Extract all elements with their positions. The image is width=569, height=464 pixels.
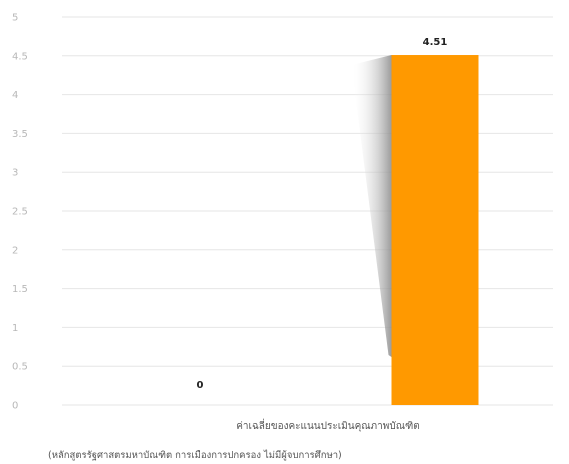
chart-caption: (หลักสูตรรัฐศาสตรมหาบัณฑิต การเมืองการปก… xyxy=(48,449,342,461)
y-tick-label: 5 xyxy=(12,13,18,24)
data-label: 0 xyxy=(197,380,204,391)
y-tick-label: 4.5 xyxy=(12,51,28,62)
y-tick-label: 1 xyxy=(12,323,18,334)
grid-lines xyxy=(62,16,553,406)
bar xyxy=(391,55,479,406)
y-tick-label: 2 xyxy=(12,245,18,256)
y-tick-label: 0 xyxy=(12,401,18,412)
y-tick-label: 4 xyxy=(12,90,18,101)
bars xyxy=(391,55,479,406)
x-category-label: ค่าเฉลี่ยของคะแนนประเมินคุณภาพบัณฑิต xyxy=(236,418,420,432)
y-tick-label: 3.5 xyxy=(12,129,28,140)
data-labels: 04.51 xyxy=(197,37,448,391)
y-tick-label: 1.5 xyxy=(12,284,28,295)
y-tick-label: 3 xyxy=(12,168,18,179)
data-label: 4.51 xyxy=(423,37,448,48)
y-tick-label: 0.5 xyxy=(12,362,28,373)
y-axis-ticks: 0 0.5 1 1.5 2 2.5 3 3.5 4 4.5 5 xyxy=(12,13,28,412)
y-tick-label: 2.5 xyxy=(12,207,28,218)
bar-shadow xyxy=(351,55,392,358)
